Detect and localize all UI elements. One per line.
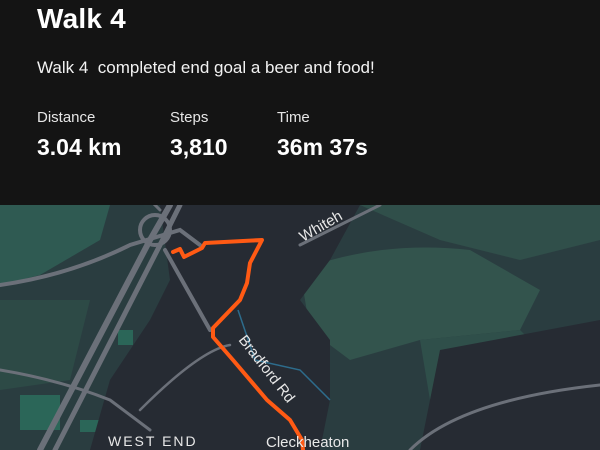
map-canvas: Whiteh Bradford Rd Cleckheaton WEST END bbox=[0, 205, 600, 450]
stat-value: 36m 37s bbox=[277, 134, 368, 160]
map-label-town: Cleckheaton bbox=[266, 434, 349, 450]
stat-steps: Steps 3,810 bbox=[170, 109, 228, 161]
stat-time: Time 36m 37s bbox=[277, 109, 368, 161]
stat-value: 3,810 bbox=[170, 134, 228, 160]
map-label-district: WEST END bbox=[108, 433, 198, 449]
map-river bbox=[237, 309, 331, 401]
map-roads bbox=[0, 205, 600, 450]
stat-value: 3.04 km bbox=[37, 134, 122, 160]
route-map[interactable]: Whiteh Bradford Rd Cleckheaton WEST END bbox=[0, 205, 600, 450]
stat-distance: Distance 3.04 km bbox=[37, 109, 121, 161]
map-urban-areas bbox=[90, 205, 600, 450]
activity-title: Walk 4 bbox=[37, 3, 126, 34]
stat-label: Distance bbox=[37, 109, 96, 126]
activity-header: Walk 4 Walk 4 completed end goal a beer … bbox=[0, 0, 600, 205]
route-path bbox=[171, 238, 305, 450]
stat-label: Time bbox=[277, 109, 310, 126]
stat-label: Steps bbox=[170, 109, 209, 126]
activity-description: Walk 4 completed end goal a beer and foo… bbox=[37, 58, 375, 77]
